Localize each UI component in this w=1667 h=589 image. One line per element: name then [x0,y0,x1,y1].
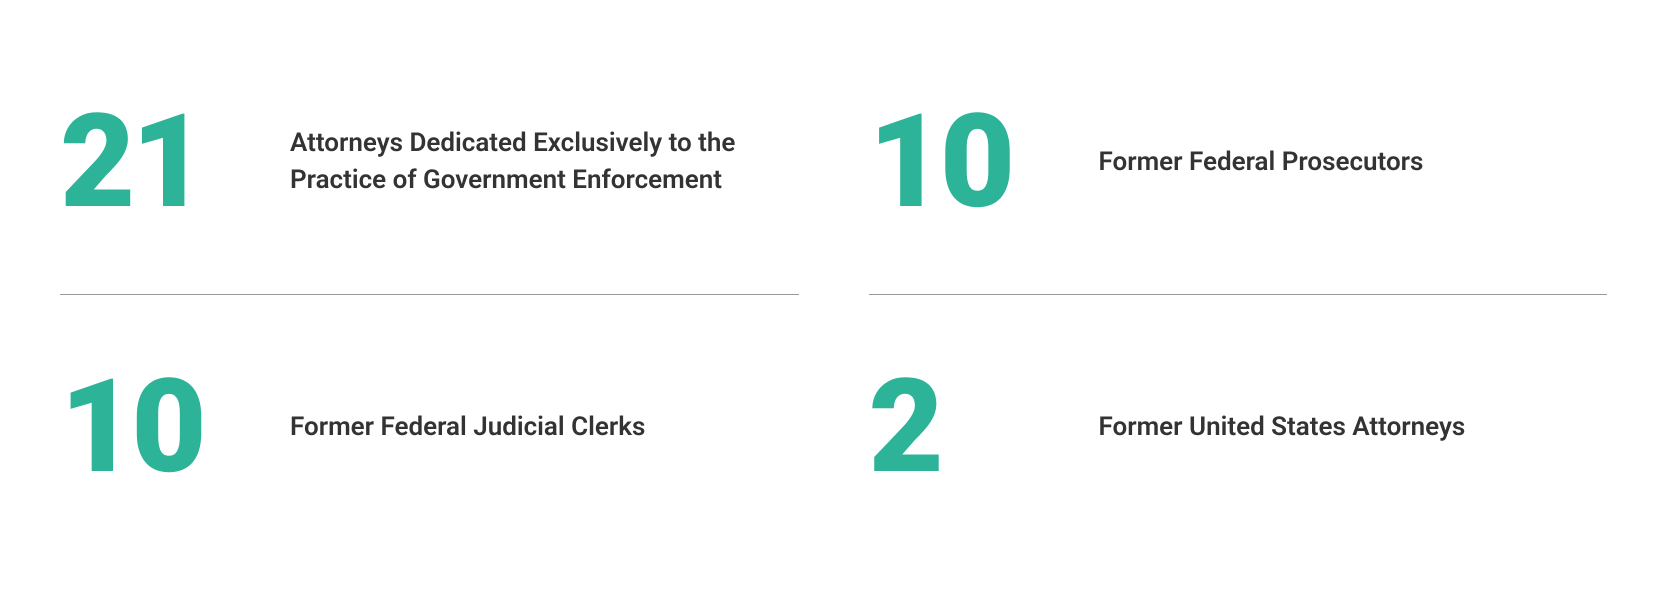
stat-number: 2 [869,362,1059,492]
stat-number: 10 [869,97,1059,227]
stat-item: 10 Former Federal Prosecutors [869,50,1608,295]
stat-label: Former Federal Prosecutors [1099,144,1424,180]
stat-label: Former United States Attorneys [1099,409,1466,445]
stats-grid: 21 Attorneys Dedicated Exclusively to th… [60,50,1607,539]
stat-label: Attorneys Dedicated Exclusively to the P… [290,125,740,198]
stat-item: 10 Former Federal Judicial Clerks [60,295,799,540]
stat-item: 2 Former United States Attorneys [869,295,1608,540]
stat-number: 10 [60,362,250,492]
stat-label: Former Federal Judicial Clerks [290,409,645,445]
stat-number: 21 [60,97,250,227]
stat-item: 21 Attorneys Dedicated Exclusively to th… [60,50,799,295]
